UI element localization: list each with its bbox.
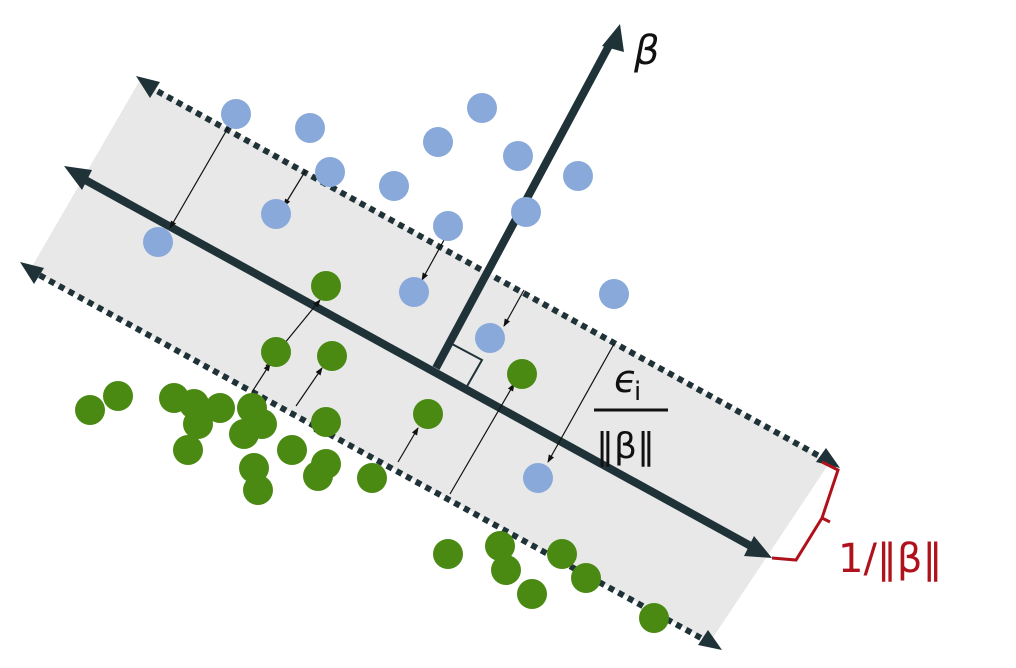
green-point (303, 461, 333, 491)
right-angle-marker (451, 343, 484, 389)
green-point (507, 359, 537, 389)
blue-point (143, 227, 173, 257)
slack-arrows (169, 113, 615, 495)
slack-arrow (503, 289, 525, 327)
green-point (243, 475, 273, 505)
green-point (517, 579, 547, 609)
green-point (277, 435, 307, 465)
blue-point (599, 279, 629, 309)
green-point (311, 271, 341, 301)
margin-band (30, 80, 830, 642)
green-point (229, 419, 259, 449)
fraction-denominator: ‖β‖ (596, 426, 655, 467)
margin-bracket (771, 460, 840, 562)
beta-label: β (633, 28, 660, 74)
slack-arrow (283, 169, 307, 207)
epsilon-symbol: ϵ (614, 357, 637, 401)
slack-arrow (547, 343, 615, 463)
slack-fraction: ϵ i ‖β‖ (594, 357, 668, 467)
beta-vector-arrowhead (602, 24, 624, 52)
green-class-points (75, 271, 669, 633)
green-point (75, 395, 105, 425)
green-point (433, 539, 463, 569)
blue-point (315, 157, 345, 187)
green-point (639, 603, 669, 633)
blue-point (423, 127, 453, 157)
decision-boundary-line (76, 172, 760, 554)
blue-class-points (143, 93, 629, 493)
upper-margin-arrowhead-left (136, 76, 160, 98)
slack-arrow (449, 383, 515, 495)
margin-label: 1/‖β‖ (838, 536, 942, 582)
green-point (485, 531, 515, 561)
lower-margin-arrowhead-left (20, 262, 44, 284)
green-point (413, 399, 443, 429)
blue-point (503, 141, 533, 171)
slack-arrow (251, 363, 271, 393)
green-point (103, 381, 133, 411)
green-point (491, 555, 521, 585)
slack-arrow (295, 367, 323, 407)
lower-margin-arrowhead-right (698, 630, 722, 650)
green-point (183, 409, 213, 439)
slack-arrow (421, 239, 445, 281)
green-point (357, 463, 387, 493)
epsilon-subscript: i (634, 377, 641, 407)
green-point (571, 563, 601, 593)
boundary-arrowhead-right (744, 536, 772, 558)
blue-point (221, 99, 251, 129)
slack-arrow (169, 113, 237, 229)
green-point (173, 435, 203, 465)
blue-point (433, 211, 463, 241)
blue-point (563, 161, 593, 191)
blue-point (399, 277, 429, 307)
blue-point (523, 463, 553, 493)
blue-point (467, 93, 497, 123)
green-point (311, 407, 341, 437)
slack-arrow (397, 427, 419, 463)
boundary-arrowhead-left (64, 166, 92, 190)
blue-point (379, 171, 409, 201)
blue-point (475, 323, 505, 353)
blue-point (261, 199, 291, 229)
green-point (261, 337, 291, 367)
green-point (205, 393, 235, 423)
green-point (317, 341, 347, 371)
blue-point (511, 197, 541, 227)
lower-margin-line (28, 267, 714, 647)
blue-point (295, 113, 325, 143)
green-point (547, 539, 577, 569)
